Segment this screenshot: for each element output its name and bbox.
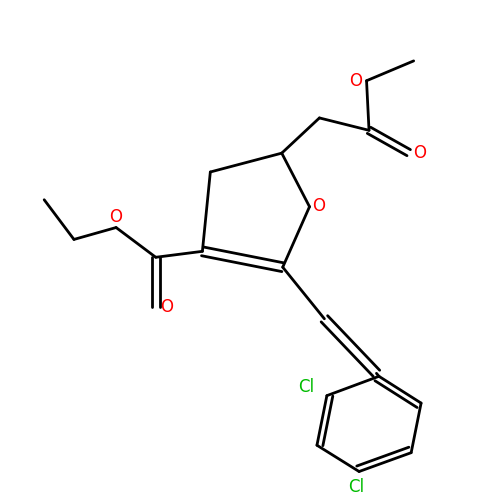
Text: O: O: [413, 144, 426, 162]
Text: Cl: Cl: [348, 478, 364, 496]
Text: O: O: [110, 208, 122, 226]
Text: O: O: [160, 298, 173, 316]
Text: Cl: Cl: [298, 378, 314, 396]
Text: O: O: [312, 196, 325, 214]
Text: O: O: [349, 72, 362, 90]
